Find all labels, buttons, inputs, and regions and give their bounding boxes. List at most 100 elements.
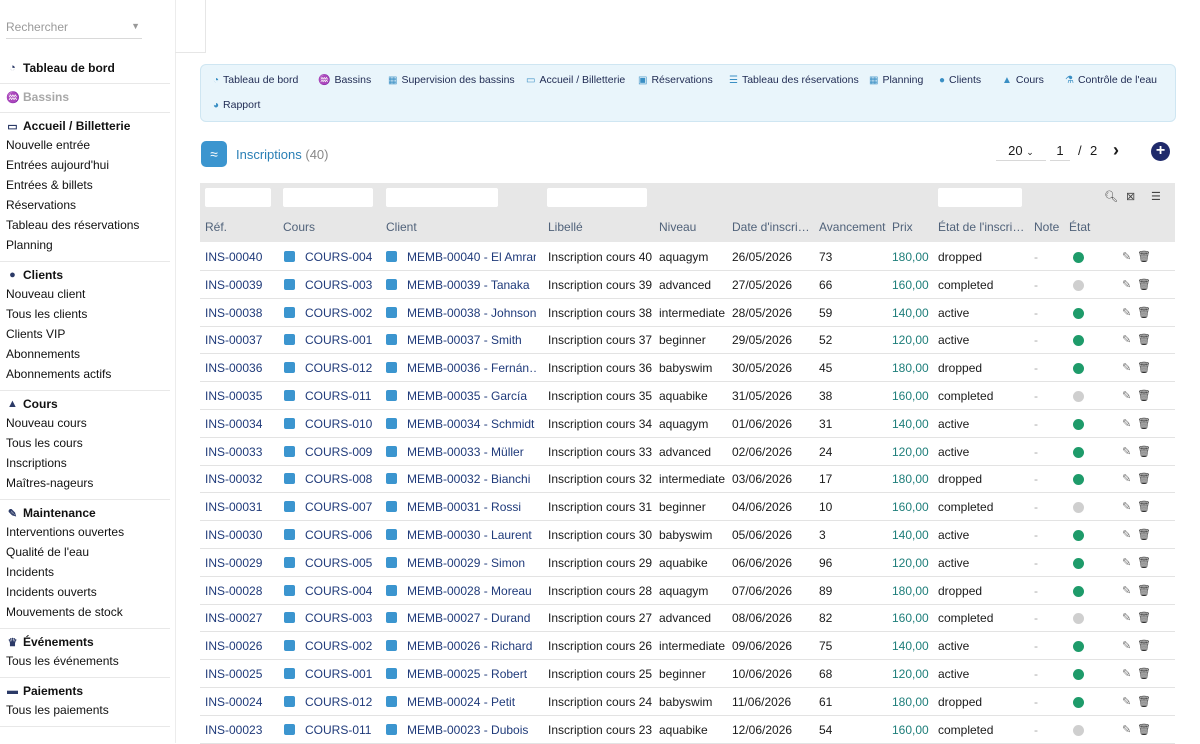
sidebar-section-title[interactable]: ● Clients [6,266,170,284]
ref-link[interactable]: INS-00026 [205,639,263,654]
column-header[interactable]: Réf. [205,220,228,234]
sidebar-section-title[interactable]: ▲ Cours [6,395,170,413]
chevron-down-icon[interactable]: ▼ [131,21,140,31]
ref-link[interactable]: INS-00040 [205,250,263,264]
ref-link[interactable]: INS-00038 [205,305,263,320]
column-header[interactable]: Prix [892,220,913,234]
client-cell[interactable]: MEMB-00024 - Petit [386,695,536,709]
cours-cell[interactable]: COURS-009 [284,445,382,459]
sidebar-item[interactable]: Qualité de l'eau [6,545,90,559]
status-dot[interactable] [1073,530,1084,541]
nav-tab[interactable]: ▣ Réservations [638,74,713,86]
cours-cell[interactable]: COURS-002 [284,639,382,653]
trash-icon[interactable]: 🗑︎ [1137,668,1151,680]
client-cell[interactable]: MEMB-00029 - Simon [386,556,536,570]
sidebar-section-title[interactable]: ▬ Paiements [6,682,170,700]
ref-link[interactable]: INS-00034 [205,416,263,431]
nav-tab[interactable]: ♒ Bassins [318,74,371,86]
cours-cell[interactable]: COURS-003 [284,611,382,625]
edit-icon[interactable]: ✎ [1122,556,1132,569]
column-header[interactable]: Client [386,220,417,234]
ref-link[interactable]: INS-00037 [205,333,263,348]
sidebar-item[interactable]: Interventions ouvertes [6,525,125,539]
table-row[interactable]: INS-00037 COURS-001 MEMB-00037 - Smith Insc… [200,326,1175,355]
sidebar-item[interactable]: Maîtres-nageurs [6,476,94,490]
filter-input-cours[interactable] [283,188,373,207]
column-header[interactable]: Avancement [819,220,886,234]
sidebar-section-title[interactable]: ▭ Accueil / Billetterie [6,117,170,135]
table-row[interactable]: INS-00026 COURS-002 MEMB-00026 - Richard In… [200,632,1175,661]
client-cell[interactable]: MEMB-00040 - El Amrani [386,250,536,264]
sidebar-item[interactable]: Planning [6,238,53,252]
edit-icon[interactable]: ✎ [1122,334,1132,347]
status-dot[interactable] [1073,502,1084,514]
trash-icon[interactable]: 🗑︎ [1137,362,1151,375]
edit-icon[interactable]: ✎ [1122,251,1132,263]
sidebar-item[interactable]: Abonnements actifs [6,367,112,381]
trash-icon[interactable]: 🗑︎ [1137,584,1151,597]
add-record-button[interactable]: + [1151,142,1170,161]
ref-link[interactable]: INS-00039 [205,277,263,292]
status-dot[interactable] [1073,252,1084,263]
edit-icon[interactable]: ✎ [1122,417,1132,430]
status-dot[interactable] [1073,391,1084,402]
client-cell[interactable]: MEMB-00036 - Fernán… [386,361,536,375]
edit-icon[interactable]: ✎ [1122,501,1132,514]
column-header[interactable]: Date d'inscri… [732,220,810,234]
table-row[interactable]: INS-00024 COURS-012 MEMB-00024 - Petit Insc… [200,688,1175,716]
table-row[interactable]: INS-00032 COURS-008 MEMB-00032 - Bianchi In… [200,465,1175,494]
trash-icon[interactable]: 🗑︎ [1137,695,1151,708]
trash-icon[interactable]: 🗑︎ [1137,445,1151,458]
status-dot[interactable] [1073,669,1084,680]
status-dot[interactable] [1073,585,1084,597]
sidebar-item[interactable]: Clients VIP [6,327,66,341]
status-dot[interactable] [1073,474,1084,486]
sidebar-item[interactable]: Entrées & billets [6,178,93,192]
trash-icon[interactable]: 🗑︎ [1137,612,1151,625]
ref-link[interactable]: INS-00027 [205,611,263,626]
cours-cell[interactable]: COURS-006 [284,528,382,542]
sidebar-item[interactable]: Tous les événements [6,654,119,668]
trash-icon[interactable]: 🗑︎ [1137,306,1151,319]
trash-icon[interactable]: 🗑︎ [1137,417,1151,430]
nav-tab[interactable]: ▭ Accueil / Billetterie [526,74,625,86]
cours-cell[interactable]: COURS-001 [284,333,382,347]
ref-link[interactable]: INS-00028 [205,583,263,598]
sidebar-section-title[interactable]: ♒ Bassins [6,88,170,106]
nav-tab[interactable]: ▦ Planning [869,74,923,86]
edit-icon[interactable]: ✎ [1122,723,1132,736]
ref-link[interactable]: INS-00029 [205,555,263,570]
filter-input-libelle[interactable] [547,188,647,207]
trash-icon[interactable]: 🗑︎ [1137,640,1151,653]
trash-icon[interactable]: 🗑︎ [1137,529,1151,541]
trash-icon[interactable]: 🗑︎ [1137,556,1151,569]
sidebar-item[interactable]: Tableau des réservations [6,218,140,232]
cours-cell[interactable]: COURS-003 [284,278,382,292]
nav-tab[interactable]: ▲ Cours [1002,74,1044,86]
ref-link[interactable]: INS-00023 [205,722,263,737]
trash-icon[interactable]: 🗑︎ [1137,723,1151,736]
sidebar-item[interactable]: Tous les paiements [6,703,109,717]
edit-icon[interactable]: ✎ [1122,640,1132,653]
ref-link[interactable]: INS-00035 [205,389,263,403]
cours-cell[interactable]: COURS-001 [284,667,382,681]
edit-icon[interactable]: ✎ [1122,445,1132,458]
trash-icon[interactable]: 🗑︎ [1137,251,1151,263]
client-cell[interactable]: MEMB-00030 - Laurent [386,528,536,542]
ref-link[interactable]: INS-00032 [205,472,263,487]
ref-link[interactable]: INS-00033 [205,444,263,459]
table-row[interactable]: INS-00034 COURS-010 MEMB-00034 - Schmidt In… [200,410,1175,438]
trash-icon[interactable]: 🗑︎ [1137,473,1151,486]
edit-icon[interactable]: ✎ [1122,306,1132,319]
table-row[interactable]: INS-00023 COURS-011 MEMB-00023 - Dubois Ins… [200,716,1175,744]
clear-filter-icon[interactable]: ⊠ [1126,191,1136,203]
cours-cell[interactable]: COURS-002 [284,306,382,320]
client-cell[interactable]: MEMB-00023 - Dubois [386,723,536,737]
table-row[interactable]: INS-00038 COURS-002 MEMB-00038 - Johnson In… [200,299,1175,327]
column-header[interactable]: État [1069,220,1091,234]
table-row[interactable]: INS-00025 COURS-001 MEMB-00025 - Robert Ins… [200,660,1175,688]
status-dot[interactable] [1073,446,1084,458]
sidebar-section-title[interactable]: ◔ Tableau de bord [6,59,170,77]
nav-tab[interactable]: ● Clients [939,74,981,86]
cours-cell[interactable]: COURS-004 [284,584,382,598]
